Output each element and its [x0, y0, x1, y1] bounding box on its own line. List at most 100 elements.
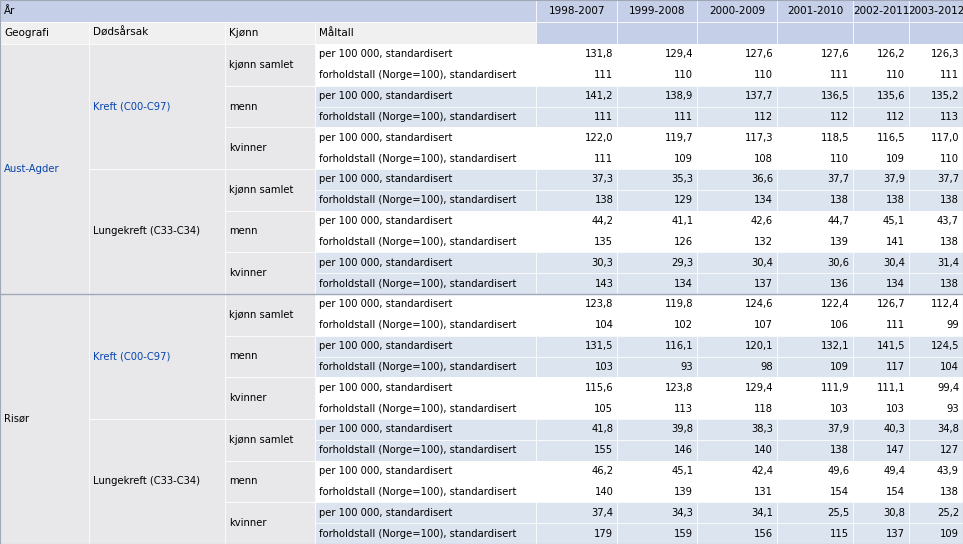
- Bar: [225, 294, 315, 315]
- Text: 49,4: 49,4: [883, 466, 905, 476]
- Text: 119,8: 119,8: [664, 299, 693, 310]
- Bar: [536, 440, 617, 461]
- Bar: [909, 148, 963, 169]
- Bar: [777, 0, 853, 22]
- Text: 45,1: 45,1: [671, 466, 693, 476]
- Bar: [697, 65, 777, 85]
- Text: 109: 109: [830, 362, 849, 372]
- Bar: [697, 252, 777, 273]
- Text: 106: 106: [830, 320, 849, 330]
- Text: 123,8: 123,8: [664, 383, 693, 393]
- Bar: [0, 65, 89, 85]
- Bar: [0, 315, 89, 336]
- Bar: [225, 398, 315, 419]
- Bar: [315, 169, 536, 190]
- Bar: [853, 190, 909, 211]
- Text: 37,4: 37,4: [591, 508, 613, 518]
- Text: 116,5: 116,5: [876, 133, 905, 143]
- Bar: [909, 252, 963, 273]
- Text: Kreft (C00-C97): Kreft (C00-C97): [92, 102, 170, 112]
- Bar: [0, 148, 89, 169]
- Text: 103: 103: [594, 362, 613, 372]
- Bar: [225, 461, 315, 502]
- Text: 39,8: 39,8: [671, 424, 693, 435]
- Bar: [909, 169, 963, 190]
- Bar: [225, 273, 315, 294]
- Bar: [536, 336, 617, 356]
- Bar: [853, 481, 909, 502]
- Bar: [225, 85, 315, 107]
- Bar: [0, 440, 89, 461]
- Bar: [777, 169, 853, 190]
- Text: 102: 102: [674, 320, 693, 330]
- Bar: [536, 523, 617, 544]
- Bar: [777, 22, 853, 44]
- Bar: [225, 252, 315, 294]
- Text: per 100 000, standardisert: per 100 000, standardisert: [319, 383, 453, 393]
- Text: 112: 112: [830, 112, 849, 122]
- Bar: [777, 65, 853, 85]
- Text: 179: 179: [594, 529, 613, 539]
- Bar: [697, 85, 777, 107]
- Text: 139: 139: [674, 487, 693, 497]
- Bar: [225, 440, 315, 461]
- Bar: [0, 294, 89, 544]
- Bar: [909, 336, 963, 356]
- Bar: [697, 356, 777, 378]
- Bar: [89, 523, 225, 544]
- Text: 124,6: 124,6: [744, 299, 773, 310]
- Bar: [697, 315, 777, 336]
- Bar: [0, 419, 89, 440]
- Text: 111,9: 111,9: [820, 383, 849, 393]
- Text: 105: 105: [594, 404, 613, 413]
- Bar: [89, 85, 225, 107]
- Bar: [909, 378, 963, 398]
- Text: 30,6: 30,6: [827, 258, 849, 268]
- Text: 41,1: 41,1: [671, 216, 693, 226]
- Text: kjønn samlet: kjønn samlet: [229, 310, 294, 320]
- Bar: [697, 190, 777, 211]
- Bar: [89, 273, 225, 294]
- Text: Risør: Risør: [4, 414, 29, 424]
- Bar: [697, 169, 777, 190]
- Bar: [0, 232, 89, 252]
- Bar: [536, 481, 617, 502]
- Text: menn: menn: [229, 226, 258, 237]
- Text: 139: 139: [830, 237, 849, 247]
- Bar: [0, 523, 89, 544]
- Text: 135,6: 135,6: [876, 91, 905, 101]
- Text: 110: 110: [830, 153, 849, 164]
- Bar: [89, 107, 225, 127]
- Bar: [853, 211, 909, 232]
- Text: per 100 000, standardisert: per 100 000, standardisert: [319, 299, 453, 310]
- Text: 112: 112: [886, 112, 905, 122]
- Bar: [777, 523, 853, 544]
- Bar: [0, 502, 89, 523]
- Bar: [225, 419, 315, 461]
- Text: 138: 138: [940, 487, 959, 497]
- Text: 111: 111: [940, 70, 959, 81]
- Text: 138: 138: [886, 195, 905, 205]
- Bar: [617, 502, 697, 523]
- Text: 30,3: 30,3: [591, 258, 613, 268]
- Bar: [853, 336, 909, 356]
- Bar: [777, 273, 853, 294]
- Text: 115: 115: [830, 529, 849, 539]
- Bar: [853, 65, 909, 85]
- Text: 138: 138: [830, 195, 849, 205]
- Bar: [909, 440, 963, 461]
- Bar: [697, 211, 777, 232]
- Bar: [697, 232, 777, 252]
- Text: 127,6: 127,6: [744, 50, 773, 59]
- Bar: [777, 419, 853, 440]
- Text: 111: 111: [594, 70, 613, 81]
- Bar: [853, 107, 909, 127]
- Bar: [617, 44, 697, 65]
- Text: 126,7: 126,7: [876, 299, 905, 310]
- Bar: [853, 252, 909, 273]
- Text: 46,2: 46,2: [591, 466, 613, 476]
- Bar: [617, 440, 697, 461]
- Bar: [225, 190, 315, 211]
- Text: 138,9: 138,9: [664, 91, 693, 101]
- Text: 122,0: 122,0: [585, 133, 613, 143]
